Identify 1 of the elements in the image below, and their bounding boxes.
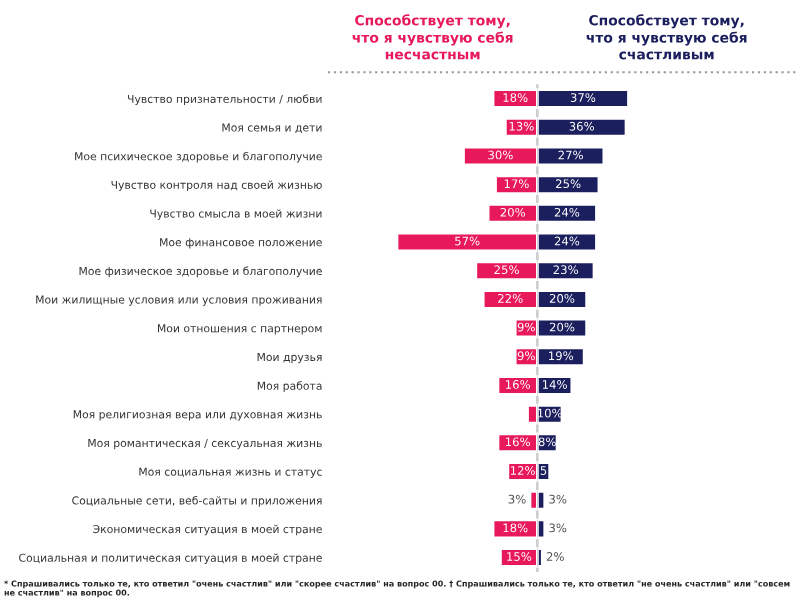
bar bbox=[499, 547, 538, 568]
